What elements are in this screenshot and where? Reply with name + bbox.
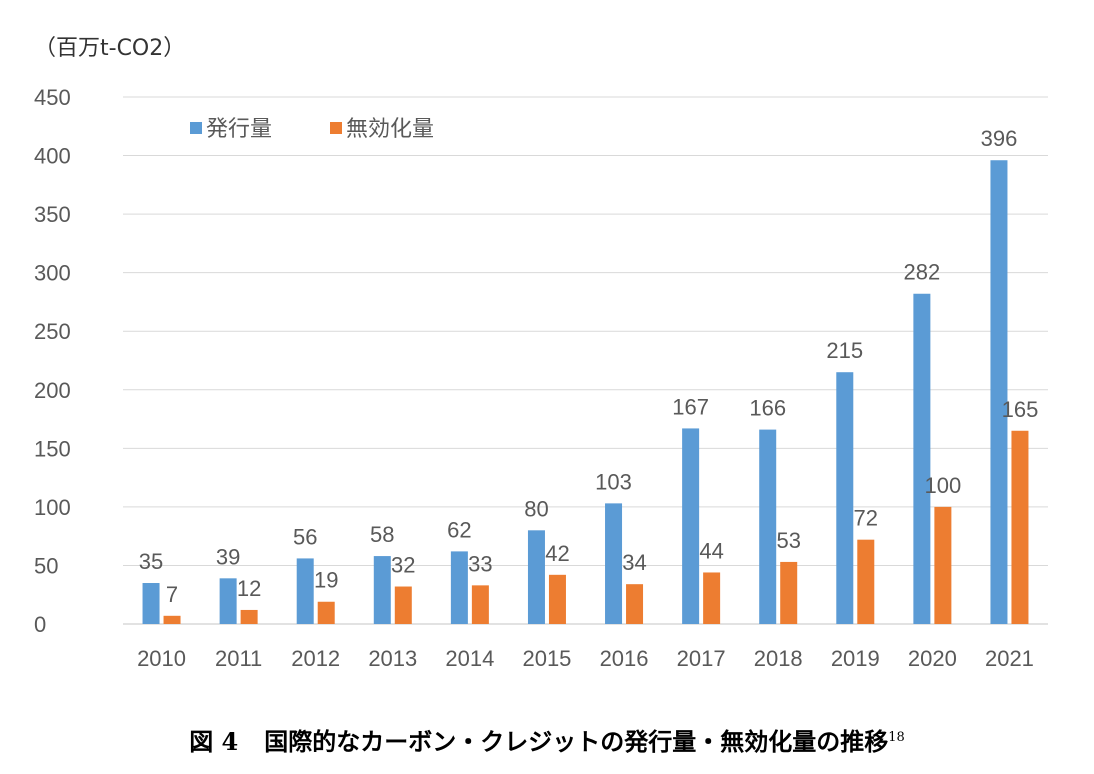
bar-retired xyxy=(163,615,181,624)
y-tick-label: 300 xyxy=(34,261,71,286)
data-label-issued: 58 xyxy=(370,522,394,547)
x-tick-label: 2014 xyxy=(445,646,494,671)
bar-retired xyxy=(1011,430,1029,624)
data-label-retired: 44 xyxy=(699,538,723,563)
x-tick-label: 2013 xyxy=(368,646,417,671)
data-label-retired: 100 xyxy=(925,473,962,498)
bar-chart: 0 50 100 150 200 250 300 350 400 450 357 39 12 56 19 5… xyxy=(34,85,1048,671)
x-axis-ticks: 2010 2011 2012 2013 2014 2015 2016 2017 2018 2019… xyxy=(137,646,1034,671)
data-label-issued: 396 xyxy=(981,126,1018,151)
bar-issued xyxy=(682,428,700,624)
y-axis-ticks: 0 50 100 150 200 250 300 350 400 450 xyxy=(34,85,71,637)
x-tick-label: 2012 xyxy=(291,646,340,671)
bars xyxy=(142,160,1029,625)
data-label-issued: 167 xyxy=(672,394,709,419)
x-tick-label: 2019 xyxy=(831,646,880,671)
y-tick-label: 400 xyxy=(34,144,71,169)
legend: 発行量 無効化量 xyxy=(190,117,434,142)
data-label-issued: 166 xyxy=(749,396,786,421)
bar-issued xyxy=(296,558,314,624)
bar-issued xyxy=(836,372,854,624)
bar-retired xyxy=(548,574,566,624)
footnote-ref: 18 xyxy=(888,730,905,745)
bar-retired xyxy=(703,572,721,624)
data-label-issued: 39 xyxy=(216,544,240,569)
x-tick-label: 2016 xyxy=(600,646,649,671)
x-tick-label: 2011 xyxy=(215,646,262,671)
gridlines xyxy=(123,96,1048,625)
figure-caption: 図 4 国際的なカーボン・クレジットの発行量・無効化量の推移18 xyxy=(0,722,1094,757)
y-tick-label: 50 xyxy=(34,553,58,578)
bar-issued xyxy=(373,556,391,624)
data-label-retired: 42 xyxy=(545,541,569,566)
bar-retired xyxy=(934,506,952,624)
bar-retired xyxy=(857,539,875,624)
data-label-issued: 103 xyxy=(595,469,632,494)
data-label-retired: 72 xyxy=(854,506,878,531)
bar-issued xyxy=(142,583,160,624)
y-tick-label: 100 xyxy=(34,495,71,520)
bar-retired xyxy=(780,561,798,624)
y-tick-label: 200 xyxy=(34,378,71,403)
y-tick-label: 450 xyxy=(34,85,71,110)
y-tick-label: 250 xyxy=(34,319,71,344)
y-tick-label: 350 xyxy=(34,202,71,227)
x-tick-label: 2021 xyxy=(985,646,1034,671)
bar-retired xyxy=(240,609,258,624)
legend-label-issued: 発行量 xyxy=(206,117,272,142)
figure-number: 図 4 xyxy=(189,727,239,756)
data-label-issued: 35 xyxy=(139,549,163,574)
bar-issued xyxy=(913,293,931,624)
data-label-retired: 33 xyxy=(468,551,492,576)
data-label-retired: 53 xyxy=(776,528,800,553)
bar-issued xyxy=(990,160,1008,625)
data-label-issued: 62 xyxy=(447,517,471,542)
data-label-retired: 19 xyxy=(314,568,338,593)
bar-issued xyxy=(759,429,777,624)
x-tick-label: 2015 xyxy=(522,646,571,671)
x-tick-label: 2010 xyxy=(137,646,186,671)
data-label-retired: 32 xyxy=(391,553,415,578)
legend-swatch-retired xyxy=(330,122,342,134)
y-tick-label: 150 xyxy=(34,436,71,461)
bar-issued xyxy=(219,578,237,624)
data-label-issued: 282 xyxy=(904,260,941,285)
bar-retired xyxy=(471,585,489,624)
bar-issued xyxy=(450,551,468,624)
unit-label: （百万t-CO2） xyxy=(34,36,186,61)
data-label-issued: 215 xyxy=(826,338,863,363)
bar-issued xyxy=(527,530,545,624)
data-label-issued: 56 xyxy=(293,524,317,549)
x-tick-label: 2017 xyxy=(677,646,726,671)
data-label-retired: 12 xyxy=(237,576,261,601)
data-labels: 357 39 12 56 19 58 32 62 33 80 42 103 34 167 44 166 53 21… xyxy=(139,126,1039,607)
legend-label-retired: 無効化量 xyxy=(346,117,434,142)
bar-issued xyxy=(605,503,623,624)
data-label-retired: 7 xyxy=(166,582,178,607)
bar-retired xyxy=(394,586,412,624)
x-tick-label: 2018 xyxy=(754,646,803,671)
bar-retired xyxy=(317,601,335,624)
legend-swatch-issued xyxy=(190,122,202,134)
data-label-issued: 80 xyxy=(524,496,548,521)
data-label-retired: 165 xyxy=(1002,397,1039,422)
data-label-retired: 34 xyxy=(622,550,646,575)
y-tick-label: 0 xyxy=(34,612,46,637)
x-tick-label: 2020 xyxy=(908,646,957,671)
figure-title: 国際的なカーボン・クレジットの発行量・無効化量の推移 xyxy=(264,727,889,756)
bar-retired xyxy=(626,584,644,624)
